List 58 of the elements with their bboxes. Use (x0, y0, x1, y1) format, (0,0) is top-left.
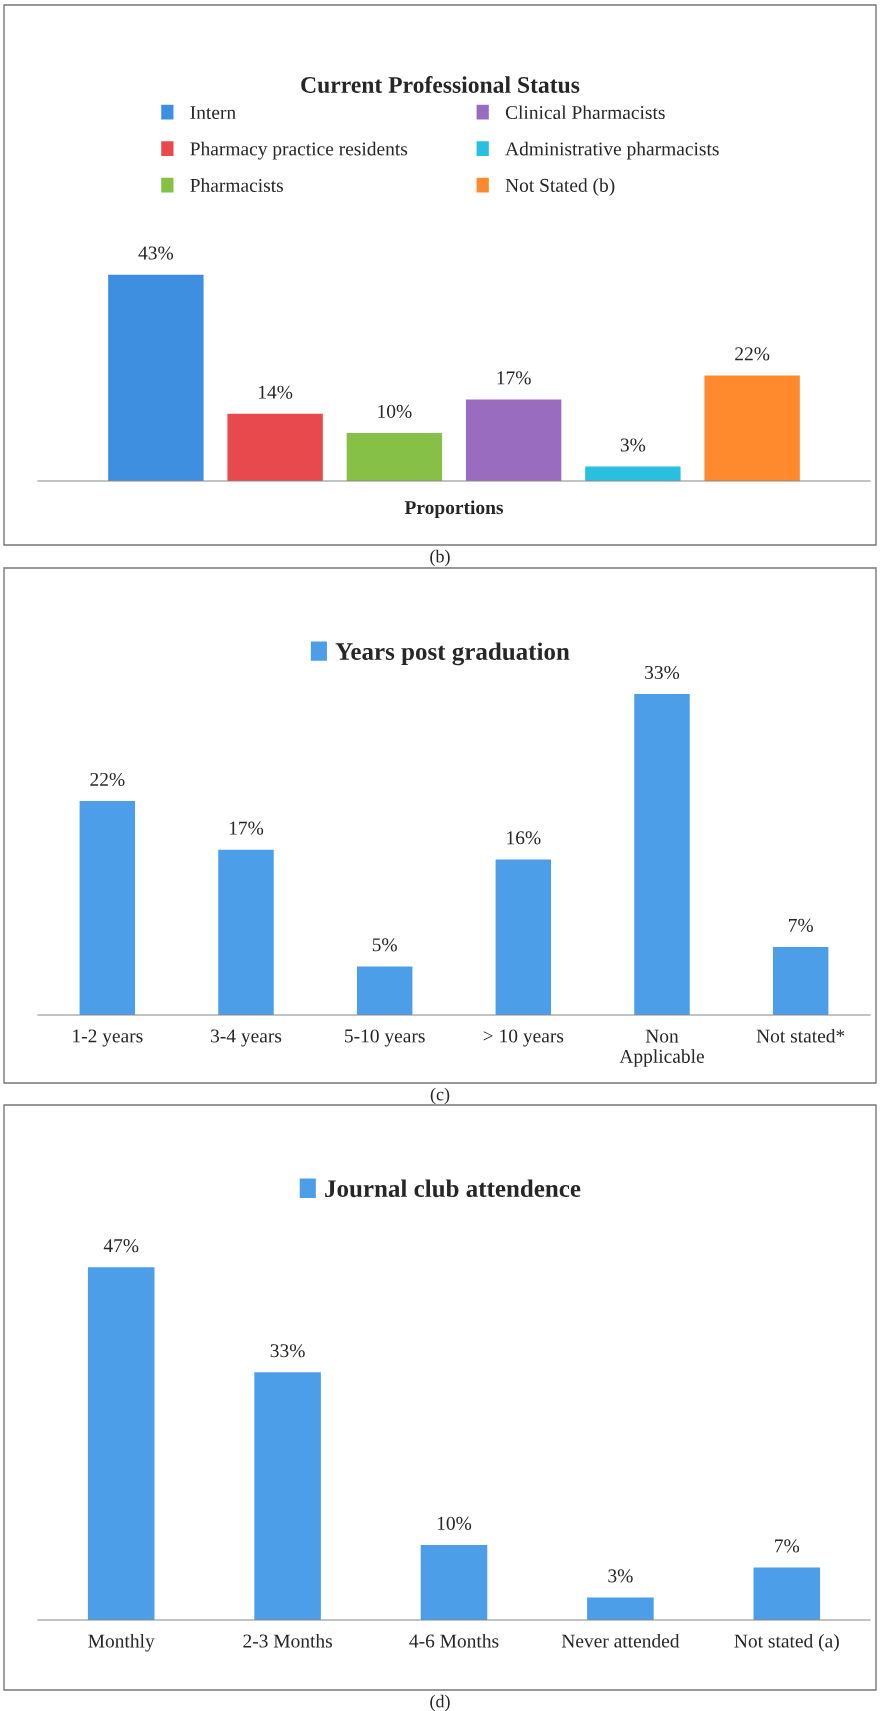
bar (420, 1544, 488, 1620)
data-label: 7% (775, 1539, 800, 1553)
data-label: 43% (138, 246, 174, 260)
bar (495, 859, 552, 1015)
legend-label: Not Stated (b) (505, 178, 615, 196)
data-label: 16% (507, 831, 541, 845)
x-tick-label: Not stated (a) (734, 1633, 839, 1652)
bar (218, 849, 274, 1015)
bar (87, 1267, 155, 1620)
data-label: 22% (735, 347, 770, 361)
data-label: 17% (229, 821, 264, 835)
data-label: 10% (378, 404, 412, 419)
data-label: 3% (620, 438, 646, 452)
legend-label: Intern (190, 106, 236, 120)
data-label: 22% (90, 772, 125, 787)
legend-label: Pharmacists (190, 178, 283, 192)
data-label: 3% (608, 1569, 633, 1583)
data-label: 33% (270, 1344, 305, 1358)
data-label: 14% (259, 385, 293, 399)
bar (346, 433, 443, 481)
bar (704, 375, 800, 481)
data-label: 17% (497, 371, 531, 385)
legend-label: Years post graduation (335, 642, 570, 666)
legend-label: Journal club attendence (325, 1179, 581, 1198)
bar (227, 413, 323, 481)
data-label: 7% (788, 918, 813, 932)
bar (587, 1597, 654, 1620)
text: (b) (430, 549, 450, 567)
bar (634, 694, 690, 1015)
x-tick-label: 1-2 years (73, 1029, 143, 1047)
x-tick-label: 5-10 years (345, 1029, 425, 1047)
x-tick-label: 3-4 years (211, 1029, 282, 1047)
legend-label: Administrative pharmacists (505, 141, 719, 160)
data-label: 33% (645, 665, 680, 680)
bar (254, 1372, 321, 1620)
chart-title: Current Professional Status (301, 76, 580, 93)
legend-label: Pharmacy practice residents (190, 141, 408, 160)
x-axis-title: Proportions (404, 500, 504, 519)
x-tick-label: 2-3 Months (243, 1633, 332, 1648)
bar (772, 946, 829, 1015)
bar (356, 966, 413, 1015)
x-tick-label: Monthly (88, 1633, 155, 1652)
bar (585, 466, 681, 481)
bar (79, 801, 136, 1015)
data-label: 5% (372, 938, 397, 952)
data-label: 10% (437, 1516, 472, 1530)
bar (465, 399, 562, 481)
x-tick-label: > 10 years (483, 1029, 564, 1047)
x-tick-label: Never attended (561, 1633, 680, 1648)
legend-label: Clinical Pharmacists (505, 105, 665, 120)
bar (108, 274, 204, 481)
text: (d) (430, 1694, 450, 1711)
data-label: 47% (103, 1239, 139, 1253)
bar (753, 1567, 821, 1620)
x-tick-label: 4-6 Months (409, 1633, 499, 1648)
x-tick-label: Not stated* (756, 1028, 845, 1043)
text: (c) (430, 1087, 450, 1105)
x-tick-label: Non Applicable (619, 1029, 704, 1067)
